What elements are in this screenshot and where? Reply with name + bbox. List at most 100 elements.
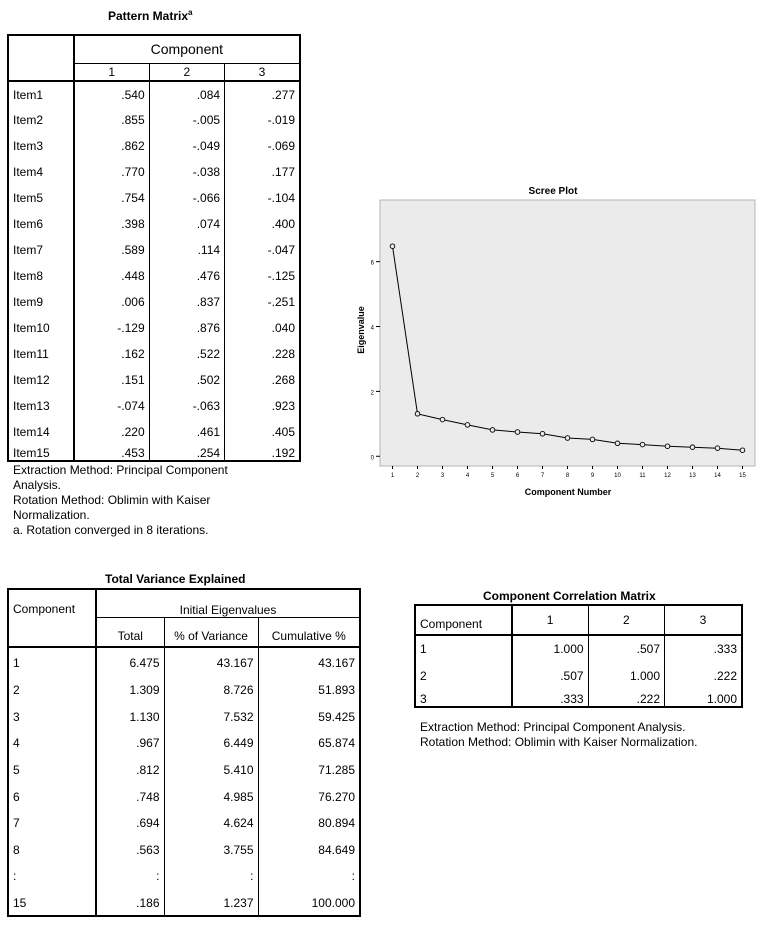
eigenvalue-point [414, 411, 421, 417]
variance-row: 5.812 5.410 71.285 [8, 756, 360, 784]
x-tick-label: 10 [614, 473, 621, 479]
variance-row: 7.694 4.624 80.894 [8, 809, 360, 837]
correlation-note-line: Rotation Method: Oblimin with Kaiser Nor… [420, 735, 698, 749]
initial-eigenvalues-header: Initial Eigenvalues [179, 602, 277, 617]
percent-variance: 8.726 [164, 677, 259, 704]
x-tick-label: 7 [541, 473, 545, 479]
cumulative-percent: : [351, 869, 355, 884]
x-tick-label: 15 [739, 473, 746, 479]
eigenvalue-point [489, 427, 496, 433]
y-tick-label: 0 [371, 455, 375, 461]
pattern-row: Item7.589.114 -.047 [8, 237, 300, 263]
cumulative-percent: 80.894 [318, 816, 355, 831]
component-number: 8 [8, 836, 97, 864]
y-tick-label: 6 [371, 261, 375, 267]
pattern-row: Item11.162.522 .228 [8, 341, 300, 367]
x-tick-label: 9 [591, 473, 595, 479]
pattern-row: Item4.770 -.038 .177 [8, 159, 300, 185]
loading-value: .277 [271, 87, 295, 102]
percent-variance: 4.985 [164, 783, 259, 810]
loading-value: .220 [73, 419, 150, 445]
percent-variance: : [164, 863, 259, 890]
loading-value: .040 [271, 321, 295, 335]
loading-value: .476 [149, 263, 226, 289]
item-label: Item5 [8, 185, 75, 211]
x-tick-label: 5 [491, 473, 495, 479]
eigenvalue-total: : [96, 863, 165, 890]
eigenvalue-total: 1.130 [96, 703, 165, 731]
correlation-col-header: 1 [511, 605, 589, 636]
loading-value: -.074 [73, 393, 150, 419]
pattern-notes: Extraction Method: Principal Component An… [13, 463, 228, 538]
loading-value: -.251 [267, 295, 295, 309]
loading-value: .228 [271, 347, 295, 361]
eigenvalue-point [464, 422, 471, 428]
eigenvalue-point [714, 445, 721, 451]
correlation-col-header: 3 [664, 605, 742, 636]
y-axis-label: Eigenvalue [356, 306, 366, 354]
loading-value: .084 [149, 81, 226, 107]
cumulative-percent: 71.285 [318, 763, 355, 778]
loading-value: .461 [149, 419, 226, 445]
component-number: 2 [8, 677, 97, 704]
cumulative-percent: 51.893 [318, 683, 355, 698]
variance-col-header: Total [96, 616, 165, 648]
correlation-value: .222 [713, 668, 737, 683]
pattern-row: Item14.220.461 .405 [8, 419, 300, 445]
x-tick-label: 2 [416, 473, 420, 479]
variance-row: 6.748 4.985 76.270 [8, 783, 360, 810]
percent-variance: 5.410 [164, 756, 259, 784]
loading-value: -.005 [149, 107, 226, 133]
footnote-marker: a [188, 8, 193, 17]
variance-row: :::: [8, 863, 360, 890]
loading-value: .151 [73, 367, 150, 393]
correlation-row: 3.333.222 1.000 [415, 689, 742, 707]
eigenvalue-point [739, 447, 746, 453]
correlation-row-label: 2 [415, 662, 513, 689]
component-number: 6 [8, 783, 97, 810]
eigenvalue-total: .967 [96, 730, 165, 757]
correlation-value: .333 [511, 689, 589, 707]
variance-row: 8.563 3.755 84.649 [8, 836, 360, 864]
correlation-row: 1 1.000.507 .333 [415, 635, 742, 662]
loading-value: -.049 [149, 133, 226, 159]
cumulative-percent: 43.167 [318, 655, 355, 670]
item-label: Item11 [8, 341, 75, 367]
eigenvalue-point [614, 440, 621, 447]
pattern-col-header: 2 [149, 62, 226, 82]
component-number: 7 [8, 809, 97, 837]
pattern-note-line: Analysis. [13, 478, 62, 492]
percent-variance: 3.755 [164, 836, 259, 864]
variance-col-header: Cumulative % [258, 616, 360, 648]
scree-plot-title: Scree Plot [529, 186, 579, 197]
pattern-row: Item2.855 -.005 -.019 [8, 107, 300, 133]
eigenvalue-point [664, 443, 671, 449]
y-tick-label: 4 [371, 326, 375, 332]
item-label: Item2 [8, 107, 75, 133]
item-label: Item9 [8, 289, 75, 315]
loading-value: -.104 [267, 191, 295, 205]
variance-component-header: Component [8, 589, 97, 648]
variance-row: 2 1.309 8.726 51.893 [8, 677, 360, 704]
correlation-value: .507 [511, 662, 589, 689]
pattern-row: Item1.540.084 .277 [8, 81, 300, 107]
x-tick-label: 6 [516, 473, 520, 479]
cumulative-percent: 59.425 [318, 709, 355, 724]
x-tick-label: 14 [714, 473, 721, 479]
variance-row: 1 6.475 43.167 43.167 [8, 647, 360, 677]
loading-value: .268 [271, 373, 295, 387]
x-tick-label: 12 [664, 473, 671, 479]
correlation-value: .333 [713, 642, 737, 656]
x-tick-label: 13 [689, 473, 696, 479]
eigenvalue-point [439, 416, 446, 423]
loading-value: .254 [149, 445, 226, 461]
item-label: Item15 [8, 445, 75, 461]
loading-value: .855 [73, 107, 150, 133]
correlation-row-label: 3 [415, 689, 513, 707]
pattern-col-header: 3 [224, 62, 300, 82]
component-number: : [8, 863, 97, 890]
loading-value: .405 [271, 425, 295, 439]
loading-value: .837 [149, 289, 226, 315]
percent-variance: 6.449 [164, 730, 259, 757]
